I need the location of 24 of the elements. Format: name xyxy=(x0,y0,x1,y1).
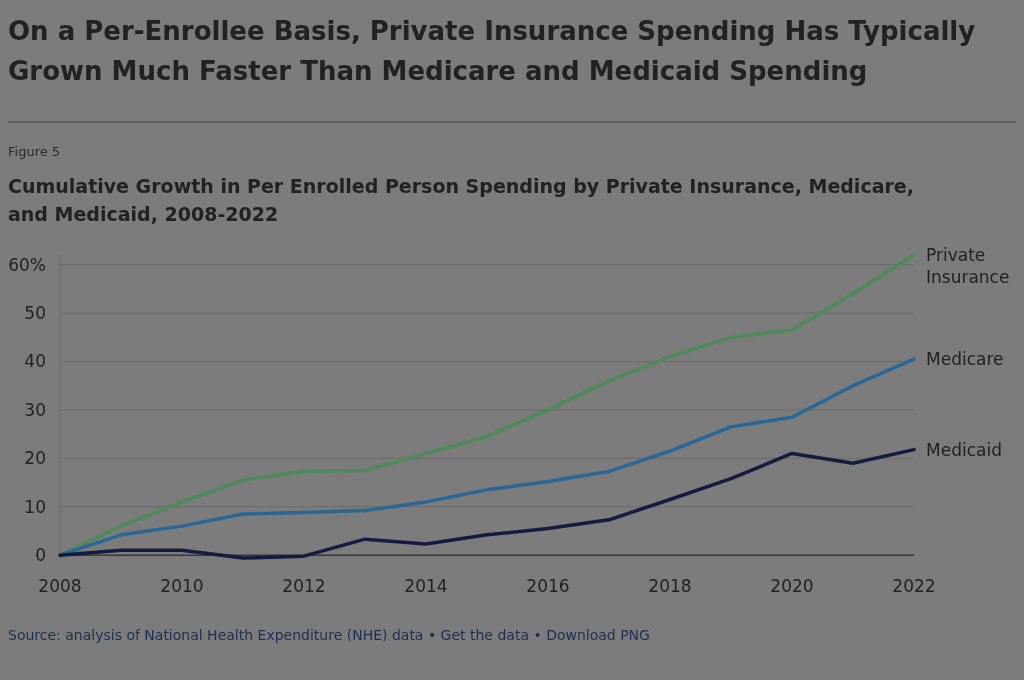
line-series xyxy=(58,357,916,557)
series-label: Private Insurance xyxy=(926,245,1010,287)
series-label: Medicaid xyxy=(926,439,1002,460)
x-tick-label: 2008 xyxy=(38,576,82,596)
caption: Figure 5 xyxy=(8,144,61,159)
x-tick-label: 2022 xyxy=(892,576,936,596)
x-tick-label: 2016 xyxy=(526,576,570,596)
line-series xyxy=(58,447,916,560)
x-tick-label: 2020 xyxy=(770,576,814,596)
x-tick-label: 2014 xyxy=(404,576,448,596)
series-label: Medicare xyxy=(926,349,1004,370)
chart-title: On a Per-Enrollee Basis, Private Insurance Spending Has Typically Grown Much Faster Than Medicare and Medicaid Spending xyxy=(8,16,976,86)
y-tick-label: 0 xyxy=(35,545,46,566)
y-tick-label: 40 xyxy=(24,351,46,372)
y-tick-label: 60% xyxy=(8,254,46,275)
x-tick-label: 2012 xyxy=(282,576,326,596)
x-tick-label: 2018 xyxy=(648,576,692,596)
x-tick-label: 2010 xyxy=(160,576,204,596)
y-tick-label: 50 xyxy=(24,303,46,324)
y-tick-label: 10 xyxy=(24,496,46,517)
y-tick-label: 30 xyxy=(24,399,46,420)
y-tick-label: 20 xyxy=(24,448,46,469)
source-note: Source: analysis of National Health Expenditure (NHE) data • Get the data • Download PNG xyxy=(8,627,650,643)
chart-subtitle: Cumulative Growth in Per Enrolled Person Spending by Private Insurance, Medicare, and Medicaid, 2008-2022 xyxy=(8,175,914,225)
